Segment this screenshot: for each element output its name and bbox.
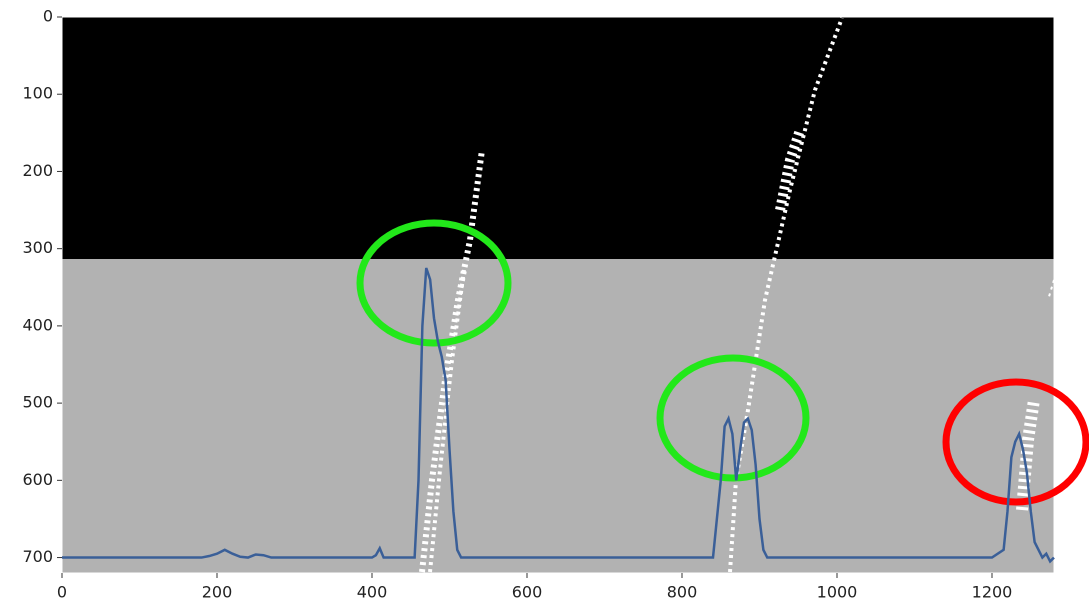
x-tick-label: 1000: [817, 583, 858, 602]
x-tick-label: 800: [667, 583, 698, 602]
page: {"chart_data": {"type": "line", "x": [0,…: [0, 0, 1089, 608]
x-tick-label: 600: [512, 583, 543, 602]
y-tick-label: 500: [22, 393, 53, 412]
image-upper: [62, 17, 1054, 259]
x-tick-label: 0: [57, 583, 67, 602]
y-tick-label: 0: [43, 7, 53, 26]
y-tick-label: 400: [22, 315, 53, 334]
y-tick-label: 100: [22, 84, 53, 103]
y-tick-label: 600: [22, 470, 53, 489]
chart: 0 200 400 600 800 1000 1200 0 100 200 300 400 500 600…: [0, 0, 1089, 608]
x-tick-label: 400: [357, 583, 388, 602]
x-tick-label: 200: [202, 583, 233, 602]
x-tick-label: 1200: [972, 583, 1013, 602]
y-tick-label: 300: [22, 238, 53, 257]
y-tick-label: 700: [22, 547, 53, 566]
y-tick-label: 200: [22, 161, 53, 180]
